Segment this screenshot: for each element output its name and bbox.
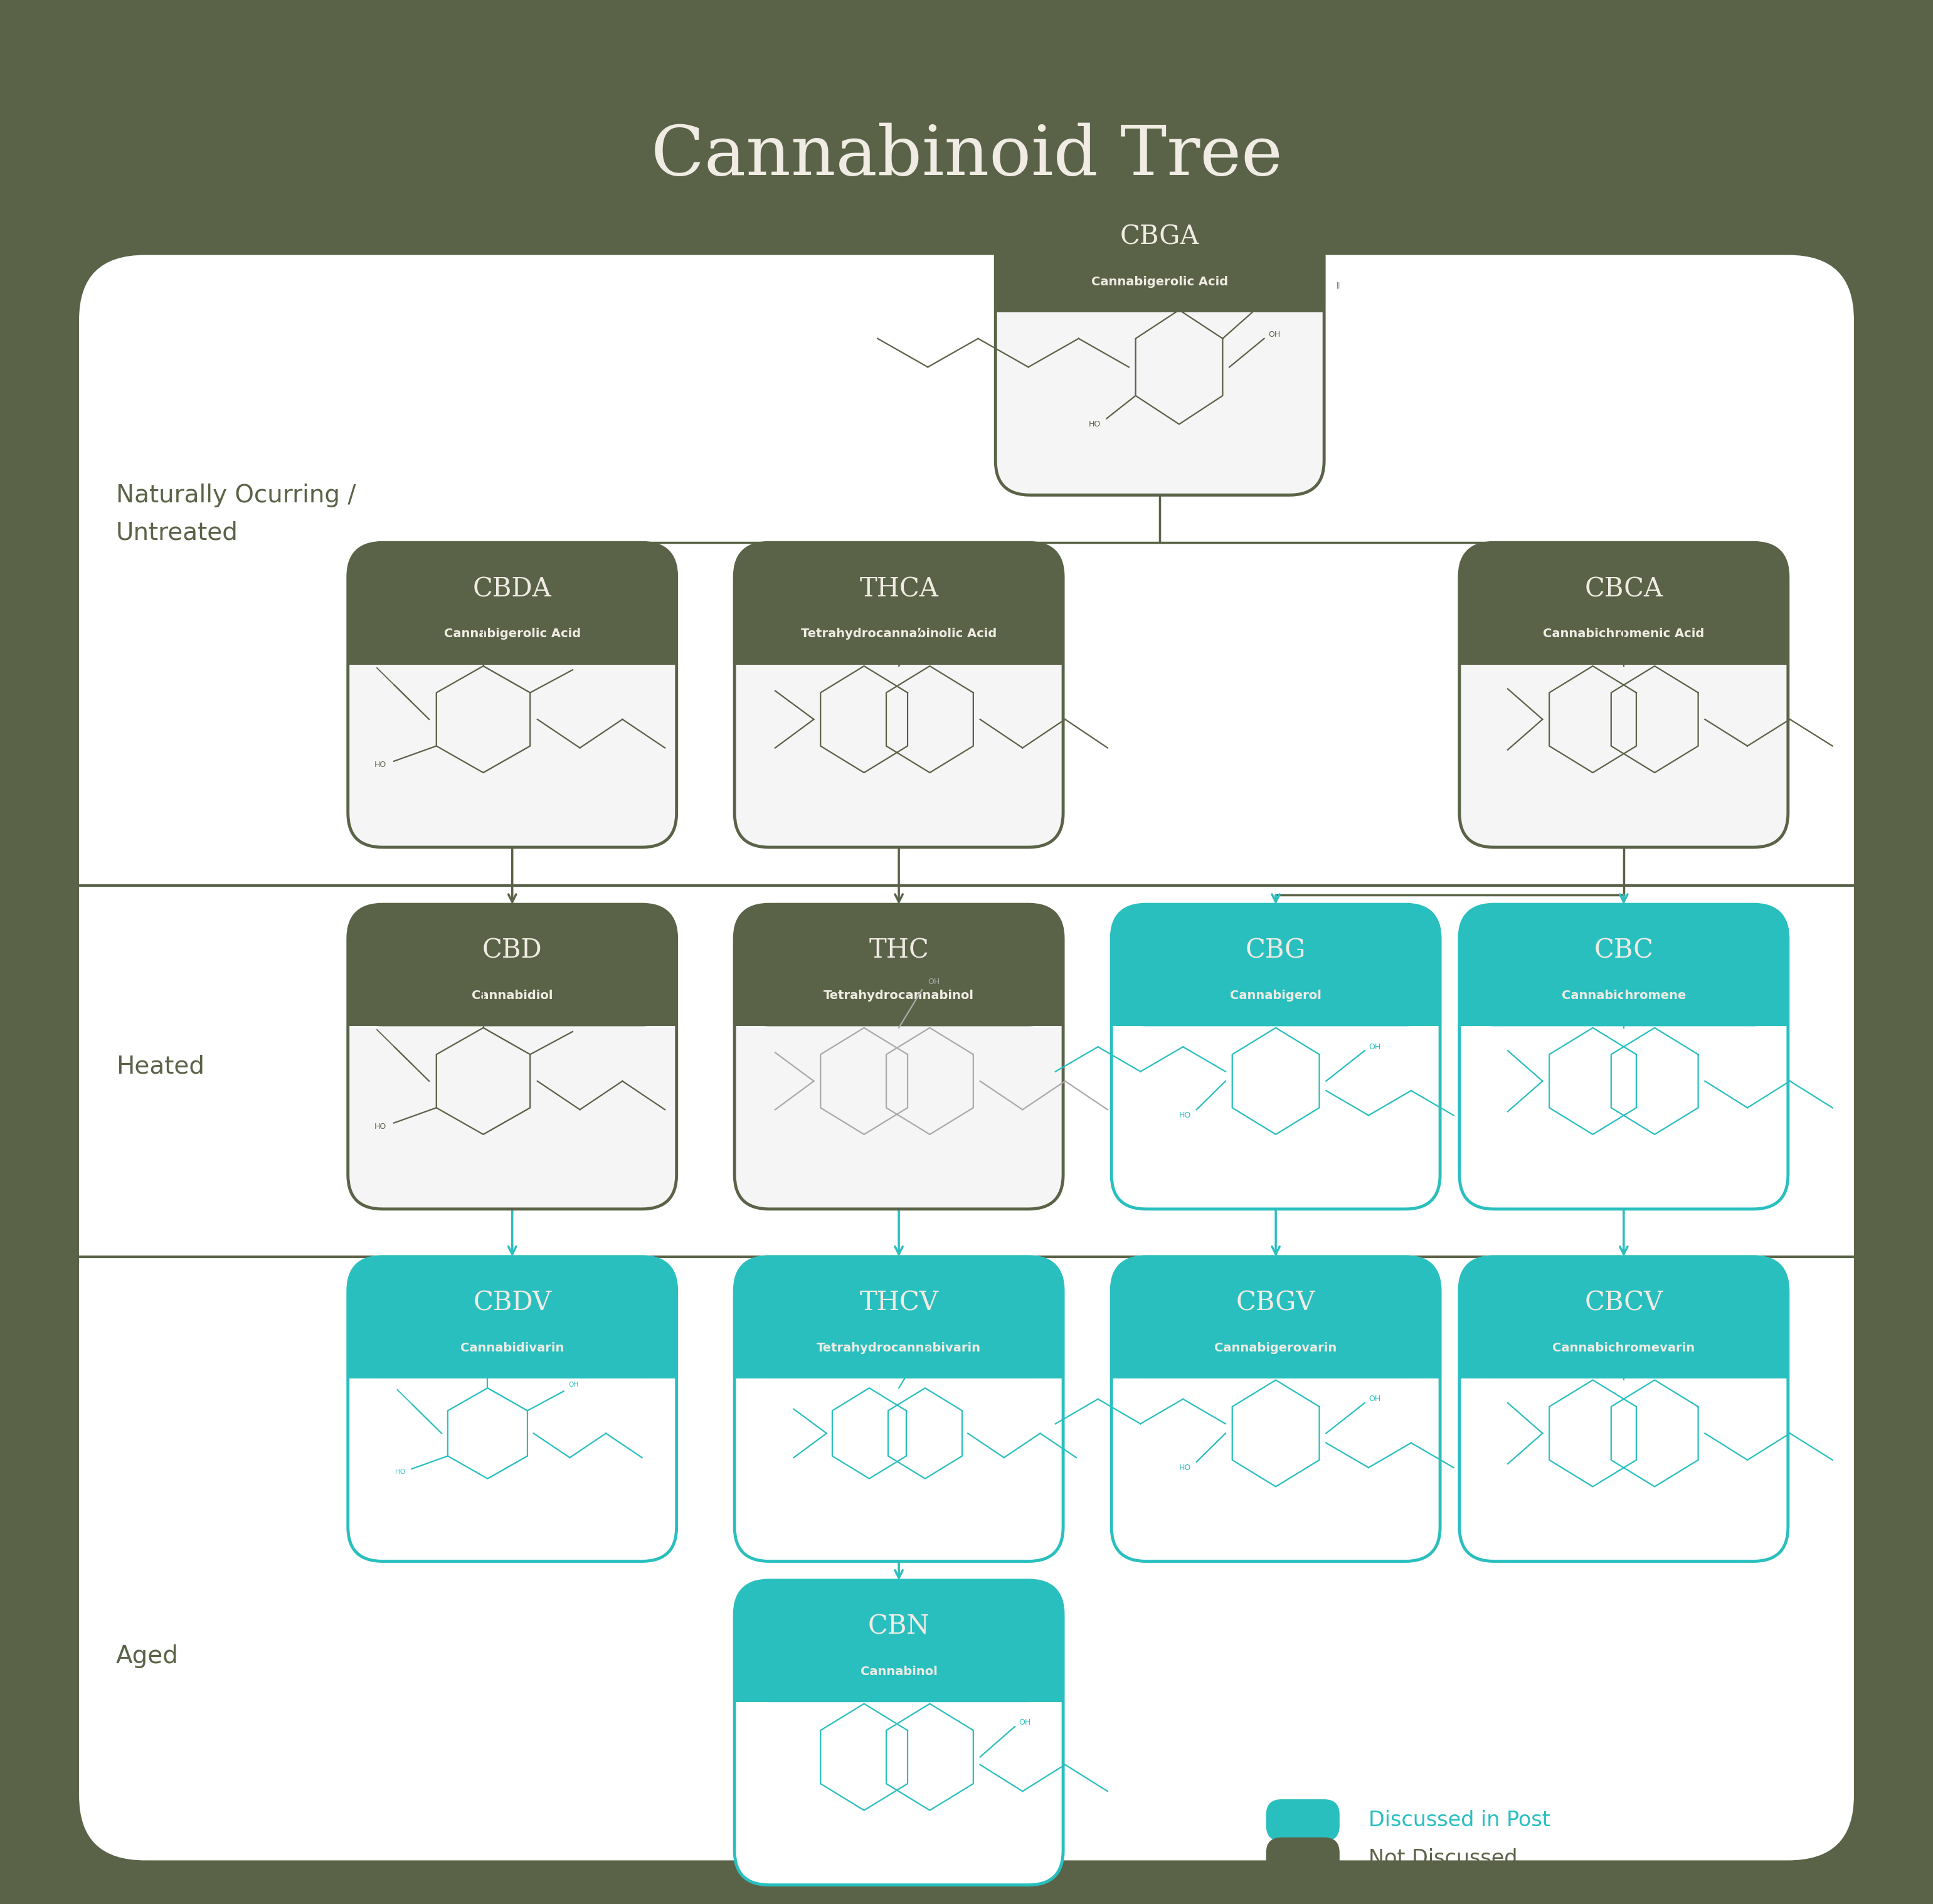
Text: OH: OH	[578, 659, 590, 666]
Text: THCV: THCV	[860, 1289, 938, 1316]
Text: OH: OH	[1369, 1396, 1380, 1403]
FancyBboxPatch shape	[1459, 1257, 1788, 1561]
FancyBboxPatch shape	[348, 543, 677, 664]
Text: THCA: THCA	[860, 575, 938, 602]
Text: Cannabichromevarin: Cannabichromevarin	[1552, 1342, 1695, 1354]
Text: Tetrahydrocannabivarin: Tetrahydrocannabivarin	[816, 1342, 982, 1354]
Text: OH: OH	[1369, 1043, 1380, 1051]
Bar	[1459, 971, 1788, 1026]
Text: Cannabigerol: Cannabigerol	[1229, 990, 1322, 1002]
FancyBboxPatch shape	[348, 904, 677, 1209]
Text: HO: HO	[1179, 1464, 1191, 1472]
Text: CBCA: CBCA	[1585, 575, 1662, 602]
Bar	[348, 609, 677, 664]
Text: OH: OH	[578, 1021, 590, 1028]
Text: Naturally Ocurring /
Untreated: Naturally Ocurring / Untreated	[116, 484, 356, 545]
Text: OH: OH	[928, 617, 939, 625]
Text: OH: OH	[1268, 331, 1280, 339]
FancyBboxPatch shape	[735, 904, 1063, 1026]
Text: Cannabichromenic Acid: Cannabichromenic Acid	[1543, 628, 1705, 640]
Text: Discussed in Post: Discussed in Post	[1369, 1811, 1550, 1830]
Text: OH: OH	[924, 1346, 934, 1352]
Bar	[735, 1323, 1063, 1378]
Text: CBGV: CBGV	[1235, 1289, 1316, 1316]
Text: Cannabinol: Cannabinol	[860, 1666, 938, 1677]
FancyBboxPatch shape	[735, 1580, 1063, 1702]
Text: OH: OH	[1631, 979, 1643, 986]
FancyBboxPatch shape	[735, 543, 1063, 847]
Bar	[348, 971, 677, 1026]
Text: Tetrahydrocannabinolic Acid: Tetrahydrocannabinolic Acid	[800, 628, 997, 640]
FancyBboxPatch shape	[1111, 1257, 1440, 1561]
Bar	[1111, 971, 1440, 1026]
Text: CBG: CBG	[1245, 937, 1307, 963]
Text: HO: HO	[375, 1123, 387, 1131]
FancyBboxPatch shape	[1459, 543, 1788, 847]
Text: HO: HO	[375, 762, 387, 769]
Text: HO: HO	[394, 1470, 406, 1476]
Text: ||: ||	[1336, 282, 1342, 289]
Text: HO: HO	[1179, 1112, 1191, 1120]
FancyBboxPatch shape	[995, 190, 1324, 312]
Text: Cannabigerolic Acid: Cannabigerolic Acid	[1092, 276, 1227, 288]
Bar	[1111, 1323, 1440, 1378]
FancyBboxPatch shape	[1459, 543, 1788, 664]
Text: CBDA: CBDA	[474, 575, 551, 602]
Bar	[735, 609, 1063, 664]
FancyBboxPatch shape	[348, 1257, 677, 1378]
FancyBboxPatch shape	[995, 190, 1324, 495]
FancyBboxPatch shape	[348, 543, 677, 847]
Text: Cannabidivarin: Cannabidivarin	[460, 1342, 564, 1354]
Text: OH  O: OH O	[1266, 278, 1289, 286]
FancyBboxPatch shape	[735, 904, 1063, 1209]
Text: CBN: CBN	[868, 1613, 930, 1639]
Text: Heated: Heated	[116, 1055, 205, 1078]
Text: OH: OH	[1631, 1331, 1643, 1339]
Bar	[1459, 609, 1788, 664]
Text: Not Discussed: Not Discussed	[1369, 1849, 1517, 1868]
Text: CBCV: CBCV	[1585, 1289, 1662, 1316]
Text: Cannabigerovarin: Cannabigerovarin	[1214, 1342, 1338, 1354]
Text: Cannabidiol: Cannabidiol	[472, 990, 553, 1002]
FancyBboxPatch shape	[1111, 904, 1440, 1026]
FancyBboxPatch shape	[1111, 904, 1440, 1209]
Text: OH: OH	[1019, 1719, 1030, 1727]
Bar	[348, 1323, 677, 1378]
Text: OH: OH	[928, 979, 939, 986]
FancyBboxPatch shape	[735, 1257, 1063, 1561]
Text: Aged: Aged	[116, 1645, 178, 1668]
FancyBboxPatch shape	[348, 1257, 677, 1561]
FancyBboxPatch shape	[77, 253, 1856, 1862]
Text: CBGA: CBGA	[1119, 223, 1200, 249]
Bar	[735, 1647, 1063, 1702]
FancyBboxPatch shape	[735, 543, 1063, 664]
FancyBboxPatch shape	[348, 904, 677, 1026]
Text: HO: HO	[1088, 421, 1100, 428]
Bar	[735, 971, 1063, 1026]
Text: OH: OH	[1631, 617, 1643, 625]
Bar	[995, 257, 1324, 312]
Text: CBD: CBD	[481, 937, 543, 963]
FancyBboxPatch shape	[39, 38, 1894, 257]
FancyBboxPatch shape	[1459, 1257, 1788, 1378]
Text: OH: OH	[568, 1382, 578, 1388]
FancyBboxPatch shape	[1459, 904, 1788, 1209]
Text: Tetrahydrocannabinol: Tetrahydrocannabinol	[823, 990, 974, 1002]
FancyBboxPatch shape	[735, 1580, 1063, 1885]
FancyBboxPatch shape	[1266, 1799, 1340, 1841]
Text: THC: THC	[868, 937, 930, 963]
Text: CBDV: CBDV	[474, 1289, 551, 1316]
Text: Cannabichromene: Cannabichromene	[1562, 990, 1686, 1002]
Text: Cannabinoid Tree: Cannabinoid Tree	[651, 122, 1282, 190]
FancyBboxPatch shape	[1266, 1837, 1340, 1879]
FancyBboxPatch shape	[735, 1257, 1063, 1378]
Text: Cannabigerolic Acid: Cannabigerolic Acid	[445, 628, 580, 640]
Text: CBC: CBC	[1595, 937, 1653, 963]
FancyBboxPatch shape	[1459, 904, 1788, 1026]
FancyBboxPatch shape	[39, 38, 1894, 1885]
FancyBboxPatch shape	[1111, 1257, 1440, 1378]
Bar	[1459, 1323, 1788, 1378]
